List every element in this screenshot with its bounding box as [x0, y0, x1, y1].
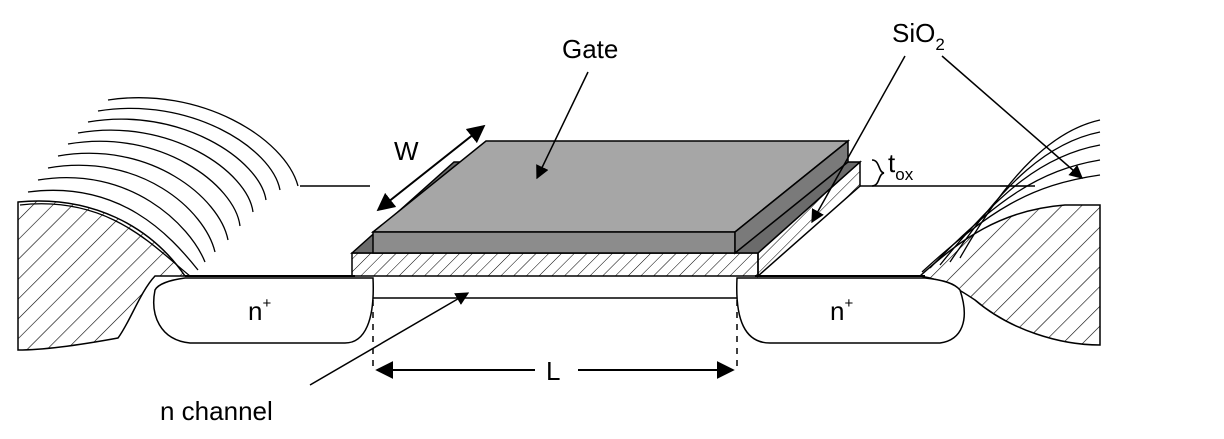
- drain-label-base: n: [830, 296, 844, 326]
- oxide-label-base: SiO: [892, 18, 935, 48]
- oxide-label-sub: 2: [935, 35, 944, 54]
- width-arrow: [376, 124, 486, 212]
- tox-label: tox: [888, 148, 914, 184]
- gate-label: Gate: [562, 34, 618, 64]
- tox-brace: [871, 159, 885, 187]
- left-field-oxide: [17, 200, 187, 351]
- width-label: W: [394, 136, 419, 166]
- gate-side: [734, 139, 849, 255]
- length-label: L: [546, 356, 560, 386]
- tox-label-sub: ox: [895, 165, 913, 184]
- drain-label: n+: [830, 295, 853, 326]
- oxide-pointer-2: [941, 55, 1084, 179]
- oxide-front: [351, 252, 759, 277]
- source-label: n+: [248, 295, 271, 326]
- channel-pointer: [309, 292, 470, 386]
- source-region: [153, 277, 374, 344]
- channel-label: n channel: [160, 396, 273, 426]
- tox-label-base: t: [888, 148, 896, 178]
- drain-label-sup: +: [844, 295, 853, 312]
- gate-pointer: [536, 71, 589, 180]
- left-birds-beak: [19, 97, 299, 277]
- oxide-label: SiO2: [892, 18, 945, 54]
- source-label-base: n: [248, 296, 262, 326]
- right-birds-beak: [921, 119, 1101, 273]
- source-label-sup: +: [262, 295, 271, 312]
- gate-front: [372, 231, 736, 254]
- oxide-pointer-1: [811, 55, 906, 224]
- drain-region: [736, 277, 965, 344]
